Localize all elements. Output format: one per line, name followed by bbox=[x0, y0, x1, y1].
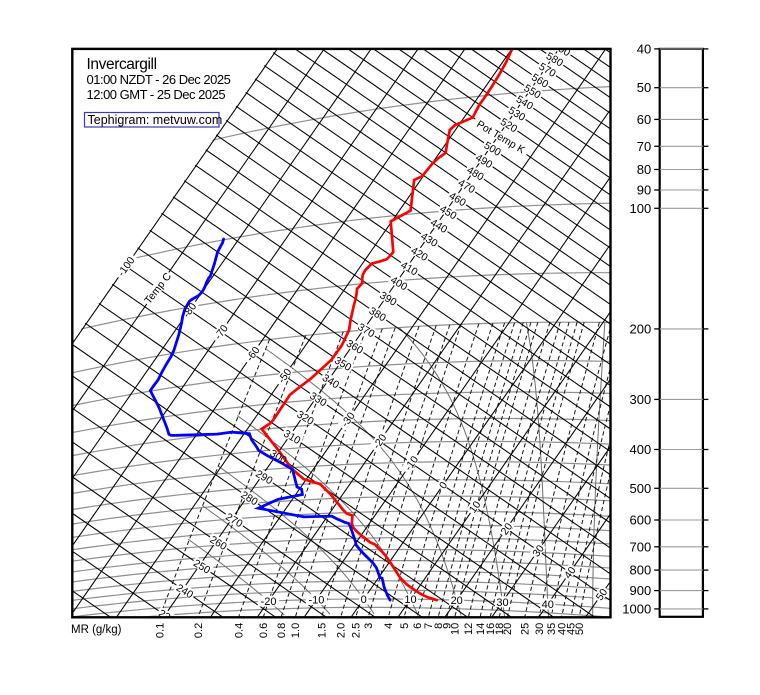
svg-text:900: 900 bbox=[629, 583, 651, 598]
svg-text:30: 30 bbox=[534, 623, 546, 635]
svg-text:50: 50 bbox=[637, 80, 651, 95]
svg-text:25: 25 bbox=[520, 623, 532, 635]
svg-text:20: 20 bbox=[502, 623, 514, 635]
svg-text:200: 200 bbox=[629, 321, 651, 336]
svg-text:500: 500 bbox=[629, 481, 651, 496]
svg-text:1.0: 1.0 bbox=[290, 623, 302, 638]
svg-text:5: 5 bbox=[399, 623, 411, 629]
svg-text:40: 40 bbox=[637, 41, 651, 56]
svg-text:10: 10 bbox=[404, 594, 416, 606]
svg-text:Tephigram: metvuw.com: Tephigram: metvuw.com bbox=[88, 113, 223, 127]
svg-text:Invercargill: Invercargill bbox=[87, 56, 157, 73]
svg-text:3: 3 bbox=[363, 623, 375, 629]
svg-text:40: 40 bbox=[542, 599, 554, 611]
svg-text:12:00 GMT - 25 Dec 2025: 12:00 GMT - 25 Dec 2025 bbox=[87, 87, 226, 102]
svg-text:2.5: 2.5 bbox=[351, 623, 363, 638]
svg-text:70: 70 bbox=[637, 139, 651, 154]
svg-text:80: 80 bbox=[637, 162, 651, 177]
svg-text:0.8: 0.8 bbox=[276, 623, 288, 638]
svg-text:MR (g/kg): MR (g/kg) bbox=[71, 624, 122, 636]
svg-text:0.2: 0.2 bbox=[193, 623, 205, 638]
svg-text:-10: -10 bbox=[308, 595, 324, 607]
svg-text:50: 50 bbox=[574, 623, 586, 635]
svg-text:800: 800 bbox=[629, 563, 651, 578]
svg-text:1.5: 1.5 bbox=[316, 623, 328, 638]
svg-text:60: 60 bbox=[637, 112, 651, 127]
svg-text:2.0: 2.0 bbox=[335, 623, 347, 638]
svg-text:1000: 1000 bbox=[622, 601, 651, 616]
svg-text:600: 600 bbox=[629, 513, 651, 528]
svg-text:0: 0 bbox=[361, 594, 367, 606]
svg-text:300: 300 bbox=[629, 392, 651, 407]
svg-text:01:00 NZDT - 26 Dec 2025: 01:00 NZDT - 26 Dec 2025 bbox=[87, 72, 231, 87]
svg-text:0.6: 0.6 bbox=[258, 623, 270, 638]
svg-text:90: 90 bbox=[637, 183, 651, 198]
svg-text:-20: -20 bbox=[261, 596, 277, 608]
svg-text:0.4: 0.4 bbox=[233, 623, 245, 638]
svg-text:100: 100 bbox=[629, 201, 651, 216]
svg-text:20: 20 bbox=[451, 595, 463, 607]
svg-text:12: 12 bbox=[463, 623, 475, 635]
svg-text:4: 4 bbox=[383, 623, 395, 629]
svg-text:30: 30 bbox=[496, 597, 508, 609]
svg-text:6: 6 bbox=[412, 623, 424, 629]
svg-text:10: 10 bbox=[450, 623, 462, 635]
svg-text:400: 400 bbox=[629, 442, 651, 457]
svg-text:0.1: 0.1 bbox=[154, 623, 166, 638]
svg-text:700: 700 bbox=[629, 539, 651, 554]
